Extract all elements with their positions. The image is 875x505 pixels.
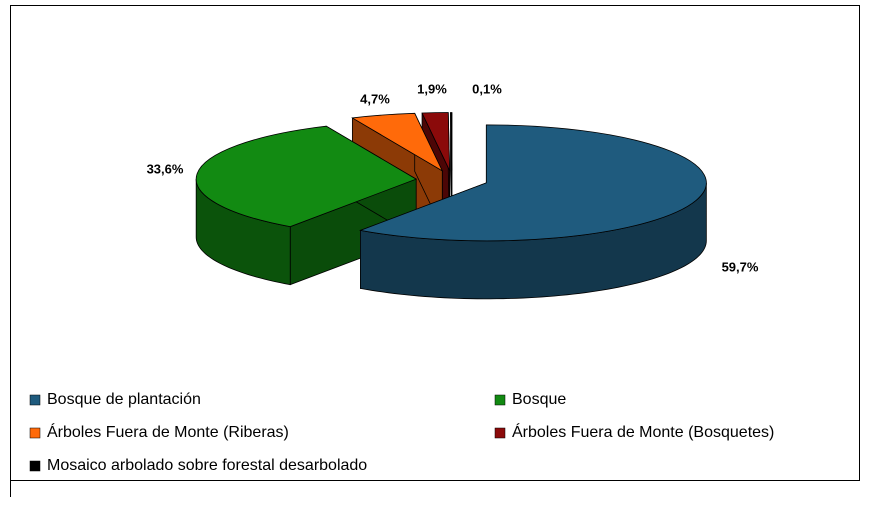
- legend-label: Bosque: [512, 391, 566, 408]
- legend-label: Árboles Fuera de Monte (Bosquetes): [512, 422, 774, 441]
- value-label: 59,7%: [722, 259, 759, 274]
- legend-swatch: [494, 427, 506, 439]
- legend-label: Mosaico arbolado sobre forestal desarbol…: [47, 457, 367, 474]
- slice-top: [358, 124, 707, 242]
- value-label: 0,1%: [472, 81, 502, 96]
- legend-swatch: [494, 394, 506, 406]
- legend-swatch: [29, 460, 41, 472]
- frame: [10, 5, 860, 481]
- slice-top: [351, 112, 444, 172]
- value-label: 1,9%: [417, 81, 447, 96]
- pie-slice: [195, 125, 418, 286]
- pie-slice: [358, 124, 707, 300]
- slice-top: [195, 125, 418, 228]
- value-label: 4,7%: [360, 91, 390, 106]
- legend-swatch: [29, 427, 41, 439]
- value-label: 33,6%: [147, 161, 184, 176]
- legend-label: Árboles Fuera de Monte (Riberas): [47, 422, 289, 441]
- slice-top: [421, 112, 451, 171]
- legend-swatch: [29, 394, 41, 406]
- legend-label: Bosque de plantación: [47, 391, 201, 408]
- slice-top: [450, 112, 453, 171]
